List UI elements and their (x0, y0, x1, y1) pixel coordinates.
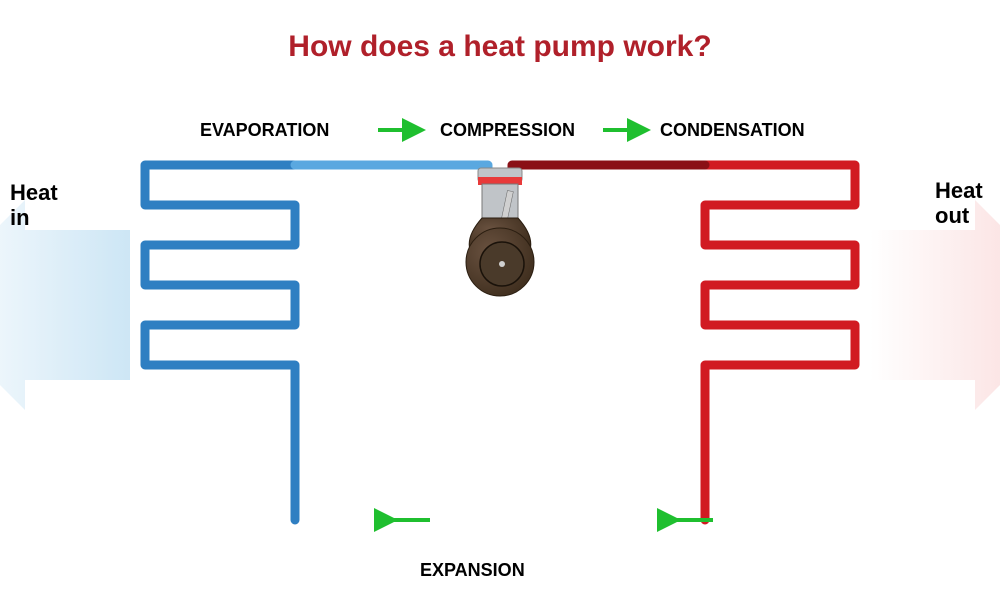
label-condensation: CONDENSATION (660, 120, 805, 141)
label-expansion: EXPANSION (420, 560, 525, 581)
label-heat-in-2: in (10, 205, 30, 230)
label-heat-in-1: Heat (10, 180, 58, 205)
heat-arrows-layer (0, 0, 1000, 616)
label-heat-in: Heat in (10, 180, 58, 231)
label-heat-out-2: out (935, 203, 969, 228)
heat-out-arrow (870, 120, 1000, 490)
label-compression: COMPRESSION (440, 120, 575, 141)
label-heat-out-1: Heat (935, 178, 983, 203)
flow-arrows (378, 130, 713, 520)
heat-in-arrow (0, 120, 130, 490)
label-evaporation: EVAPORATION (200, 120, 329, 141)
compressor-icon (466, 168, 534, 296)
label-heat-out: Heat out (935, 178, 983, 229)
